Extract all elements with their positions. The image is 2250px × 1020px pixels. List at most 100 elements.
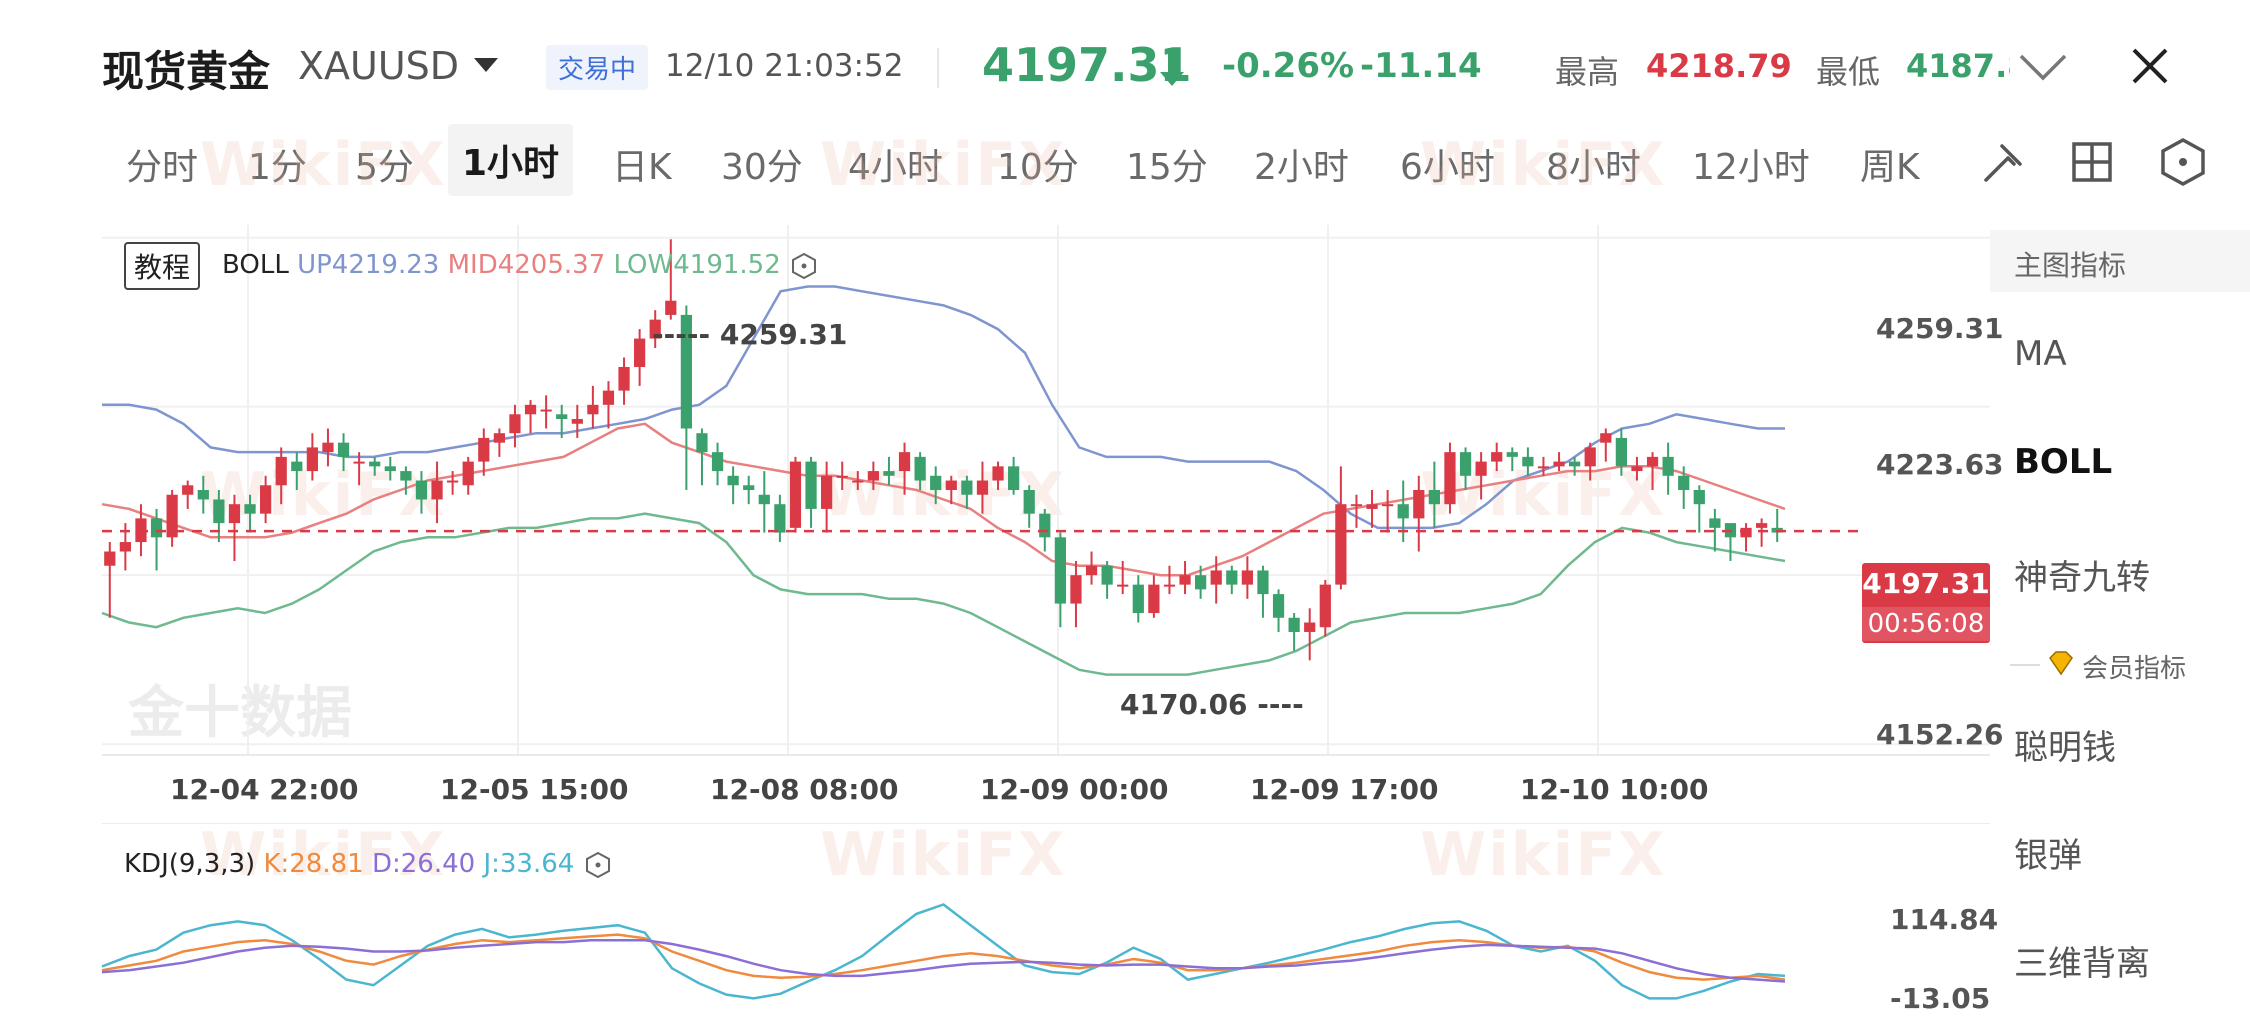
y-tick-label: 4152.26: [1876, 718, 2004, 751]
candle-body: [1366, 504, 1378, 509]
indicator-silver-bullet[interactable]: 银弹: [2014, 836, 2082, 876]
tab-1min[interactable]: 1分: [248, 147, 307, 188]
tab-15min[interactable]: 15分: [1126, 147, 1208, 188]
symbol-selector[interactable]: XAUUSD: [298, 44, 460, 88]
watermark: WikiFX: [200, 820, 447, 890]
high-label: 最高: [1555, 53, 1620, 91]
kdj-j-value: J:33.64: [483, 849, 575, 879]
min-value: 4170.06: [1120, 688, 1248, 721]
low-label: 最低: [1816, 53, 1881, 91]
min-marker: 4170.06 ----: [1120, 688, 1304, 721]
candle-body: [353, 461, 365, 464]
indicator-smart-money[interactable]: 聪明钱: [2014, 728, 2116, 768]
tab-fenshi[interactable]: 分时: [126, 147, 199, 188]
candle-body: [337, 442, 350, 457]
candle-body: [1569, 461, 1581, 467]
tab-6hour[interactable]: 6小时: [1400, 147, 1495, 188]
candle-body: [1101, 565, 1113, 585]
candle-body: [104, 551, 116, 566]
candle-body: [1335, 504, 1347, 585]
indicator-magic-nine[interactable]: 神奇九转: [2014, 558, 2150, 598]
kdj-y-tick-label: -13.05: [1890, 982, 1991, 1015]
indicator-3d-divergence[interactable]: 三维背离: [2014, 944, 2150, 984]
candle-body: [1008, 466, 1020, 490]
candle-body: [1756, 523, 1768, 528]
candle-body: [1397, 504, 1409, 519]
x-tick-label: 12-09 00:00: [980, 773, 1169, 806]
candle-body: [680, 314, 692, 429]
candle-body: [1148, 584, 1160, 614]
candle-body: [1195, 575, 1207, 590]
candle-body: [431, 480, 443, 500]
side-panel-header: 主图指标: [1990, 230, 2250, 292]
candle-body: [415, 480, 428, 500]
indicator-settings-icon[interactable]: [789, 251, 819, 281]
diamond-icon: [2049, 651, 2073, 676]
candle-body: [1522, 456, 1534, 467]
watermark: WikiFX: [820, 130, 1067, 200]
tab-10min[interactable]: 10分: [997, 147, 1079, 188]
caret-down-icon[interactable]: [474, 58, 498, 72]
y-tick-label: 4259.31: [1876, 312, 2004, 345]
draw-icon[interactable]: [1978, 136, 2030, 188]
candle-body: [384, 466, 396, 472]
tab-1hour[interactable]: 1小时: [448, 124, 574, 196]
boll-lower-line: [101, 512, 1786, 676]
tab-weekly[interactable]: 周K: [1860, 147, 1920, 188]
kdj-j-line: [101, 903, 1786, 1000]
candle-body: [1615, 437, 1627, 467]
x-tick-label: 12-10 10:00: [1520, 773, 1709, 806]
candle-body: [696, 433, 708, 453]
candle-body: [244, 504, 256, 514]
x-tick-label: 12-09 17:00: [1250, 773, 1439, 806]
candle-body: [1382, 504, 1394, 507]
indicator-settings-icon[interactable]: [583, 850, 613, 880]
candle-body: [1709, 518, 1721, 528]
candle-body: [1070, 575, 1082, 604]
candle-body: [306, 447, 318, 472]
candle-body: [1662, 456, 1674, 476]
candle-body: [1304, 622, 1316, 632]
chevron-down-icon[interactable]: [2015, 48, 2071, 84]
x-tick-label: 12-04 22:00: [170, 773, 359, 806]
last-price: 4197.31: [982, 38, 1192, 92]
candle-body: [1039, 513, 1051, 538]
y-tick-label: 4223.63: [1876, 448, 2004, 481]
indicator-boll[interactable]: BOLL: [2014, 442, 2113, 482]
tab-5min[interactable]: 5分: [355, 147, 414, 188]
tab-2hour[interactable]: 2小时: [1254, 147, 1349, 188]
candle-body: [213, 499, 225, 524]
candle-body: [945, 480, 957, 490]
candle-body: [976, 480, 989, 495]
tab-30min[interactable]: 30分: [721, 147, 803, 188]
candle-body: [992, 466, 1004, 481]
candle-body: [1085, 565, 1098, 576]
kdj-legend: KDJ(9,3,3) K:28.81 D:26.40 J:33.64: [124, 849, 613, 880]
candle-body: [836, 475, 848, 478]
candle-body: [1117, 584, 1129, 587]
kdj-d-value: D:26.40: [371, 849, 476, 879]
candle-body: [166, 494, 178, 538]
candle-body: [478, 437, 490, 462]
candle-body: [1272, 594, 1285, 618]
tab-8hour[interactable]: 8小时: [1546, 147, 1641, 188]
candle-body: [1600, 433, 1612, 443]
settings-hex-icon[interactable]: [2158, 136, 2208, 188]
tutorial-button[interactable]: 教程: [124, 242, 201, 290]
kdj-y-tick-label: 114.84: [1890, 903, 1999, 936]
candlestick-chart[interactable]: [0, 0, 1990, 1020]
candle-body: [275, 456, 287, 486]
tab-12hour[interactable]: 12小时: [1692, 147, 1810, 188]
tab-4hour[interactable]: 4小时: [848, 147, 943, 188]
tab-daily[interactable]: 日K: [612, 147, 672, 188]
boll-name: BOLL: [222, 250, 289, 280]
grid-layout-icon[interactable]: [2068, 138, 2116, 186]
close-icon[interactable]: [2128, 44, 2172, 88]
quote-datetime: 12/10 21:03:52: [665, 48, 904, 84]
candle-body: [1444, 452, 1456, 505]
header-divider: [937, 48, 939, 88]
candle-body: [602, 390, 615, 405]
indicator-ma[interactable]: MA: [2014, 334, 2067, 374]
boll-mid-value: MID4205.37: [447, 250, 606, 280]
change-percent: -0.26%: [1222, 46, 1355, 86]
